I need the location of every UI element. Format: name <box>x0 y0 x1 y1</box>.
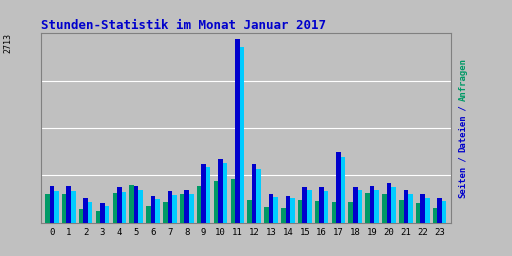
Bar <box>252 164 257 223</box>
Bar <box>303 187 307 223</box>
Bar <box>416 203 420 223</box>
Bar <box>399 200 403 223</box>
Bar <box>235 39 240 223</box>
Bar <box>442 201 446 223</box>
Bar <box>319 187 324 223</box>
Bar <box>324 191 328 223</box>
Bar <box>315 201 319 223</box>
Bar <box>163 202 167 223</box>
Bar <box>425 198 430 223</box>
Bar <box>105 207 109 223</box>
Bar <box>420 194 425 223</box>
Bar <box>189 194 194 223</box>
Bar <box>269 194 273 223</box>
Bar <box>67 186 71 223</box>
Bar <box>387 184 391 223</box>
Bar <box>45 194 50 223</box>
Bar <box>184 189 189 223</box>
Bar <box>100 203 105 223</box>
Bar <box>172 195 177 223</box>
Bar <box>298 200 303 223</box>
Bar <box>206 167 210 223</box>
Bar <box>286 196 290 223</box>
Bar <box>138 190 143 223</box>
Text: Stunden-Statistik im Monat Januar 2017: Stunden-Statistik im Monat Januar 2017 <box>41 19 326 32</box>
Bar <box>201 164 206 223</box>
Bar <box>223 163 227 223</box>
Bar <box>366 193 370 223</box>
Bar <box>307 190 312 223</box>
Bar <box>433 208 437 223</box>
Bar <box>113 193 117 223</box>
Bar <box>290 198 295 223</box>
Text: Seiten: Seiten <box>459 166 468 198</box>
Bar <box>155 199 160 223</box>
Text: Dateien: Dateien <box>459 114 468 152</box>
Bar <box>336 152 341 223</box>
Bar <box>240 47 244 223</box>
Bar <box>88 202 93 223</box>
Bar <box>353 187 357 223</box>
Bar <box>130 185 134 223</box>
Bar <box>214 181 218 223</box>
Bar <box>122 191 126 223</box>
Bar <box>50 186 54 223</box>
Bar <box>257 169 261 223</box>
Bar <box>332 202 336 223</box>
Text: Anfragen: Anfragen <box>459 58 468 101</box>
Text: /: / <box>459 151 468 167</box>
Bar <box>408 194 413 223</box>
Bar <box>357 190 362 223</box>
Bar <box>403 190 408 223</box>
Bar <box>247 200 252 223</box>
Bar <box>151 196 155 223</box>
Bar <box>167 191 172 223</box>
Bar <box>264 207 269 223</box>
Bar <box>370 186 374 223</box>
Bar <box>349 202 353 223</box>
Bar <box>341 157 345 223</box>
Bar <box>281 208 286 223</box>
Bar <box>218 159 223 223</box>
Bar <box>96 211 100 223</box>
Bar <box>180 194 184 223</box>
Bar <box>437 198 442 223</box>
Bar <box>146 206 151 223</box>
Bar <box>391 187 396 223</box>
Text: /: / <box>459 100 468 115</box>
Bar <box>197 186 201 223</box>
Bar <box>134 186 138 223</box>
Bar <box>374 189 379 223</box>
Text: 2713: 2713 <box>4 33 13 53</box>
Bar <box>54 191 59 223</box>
Bar <box>382 194 387 223</box>
Bar <box>71 191 76 223</box>
Bar <box>273 197 278 223</box>
Bar <box>62 194 67 223</box>
Bar <box>230 179 235 223</box>
Bar <box>79 208 83 223</box>
Bar <box>83 198 88 223</box>
Bar <box>117 187 122 223</box>
